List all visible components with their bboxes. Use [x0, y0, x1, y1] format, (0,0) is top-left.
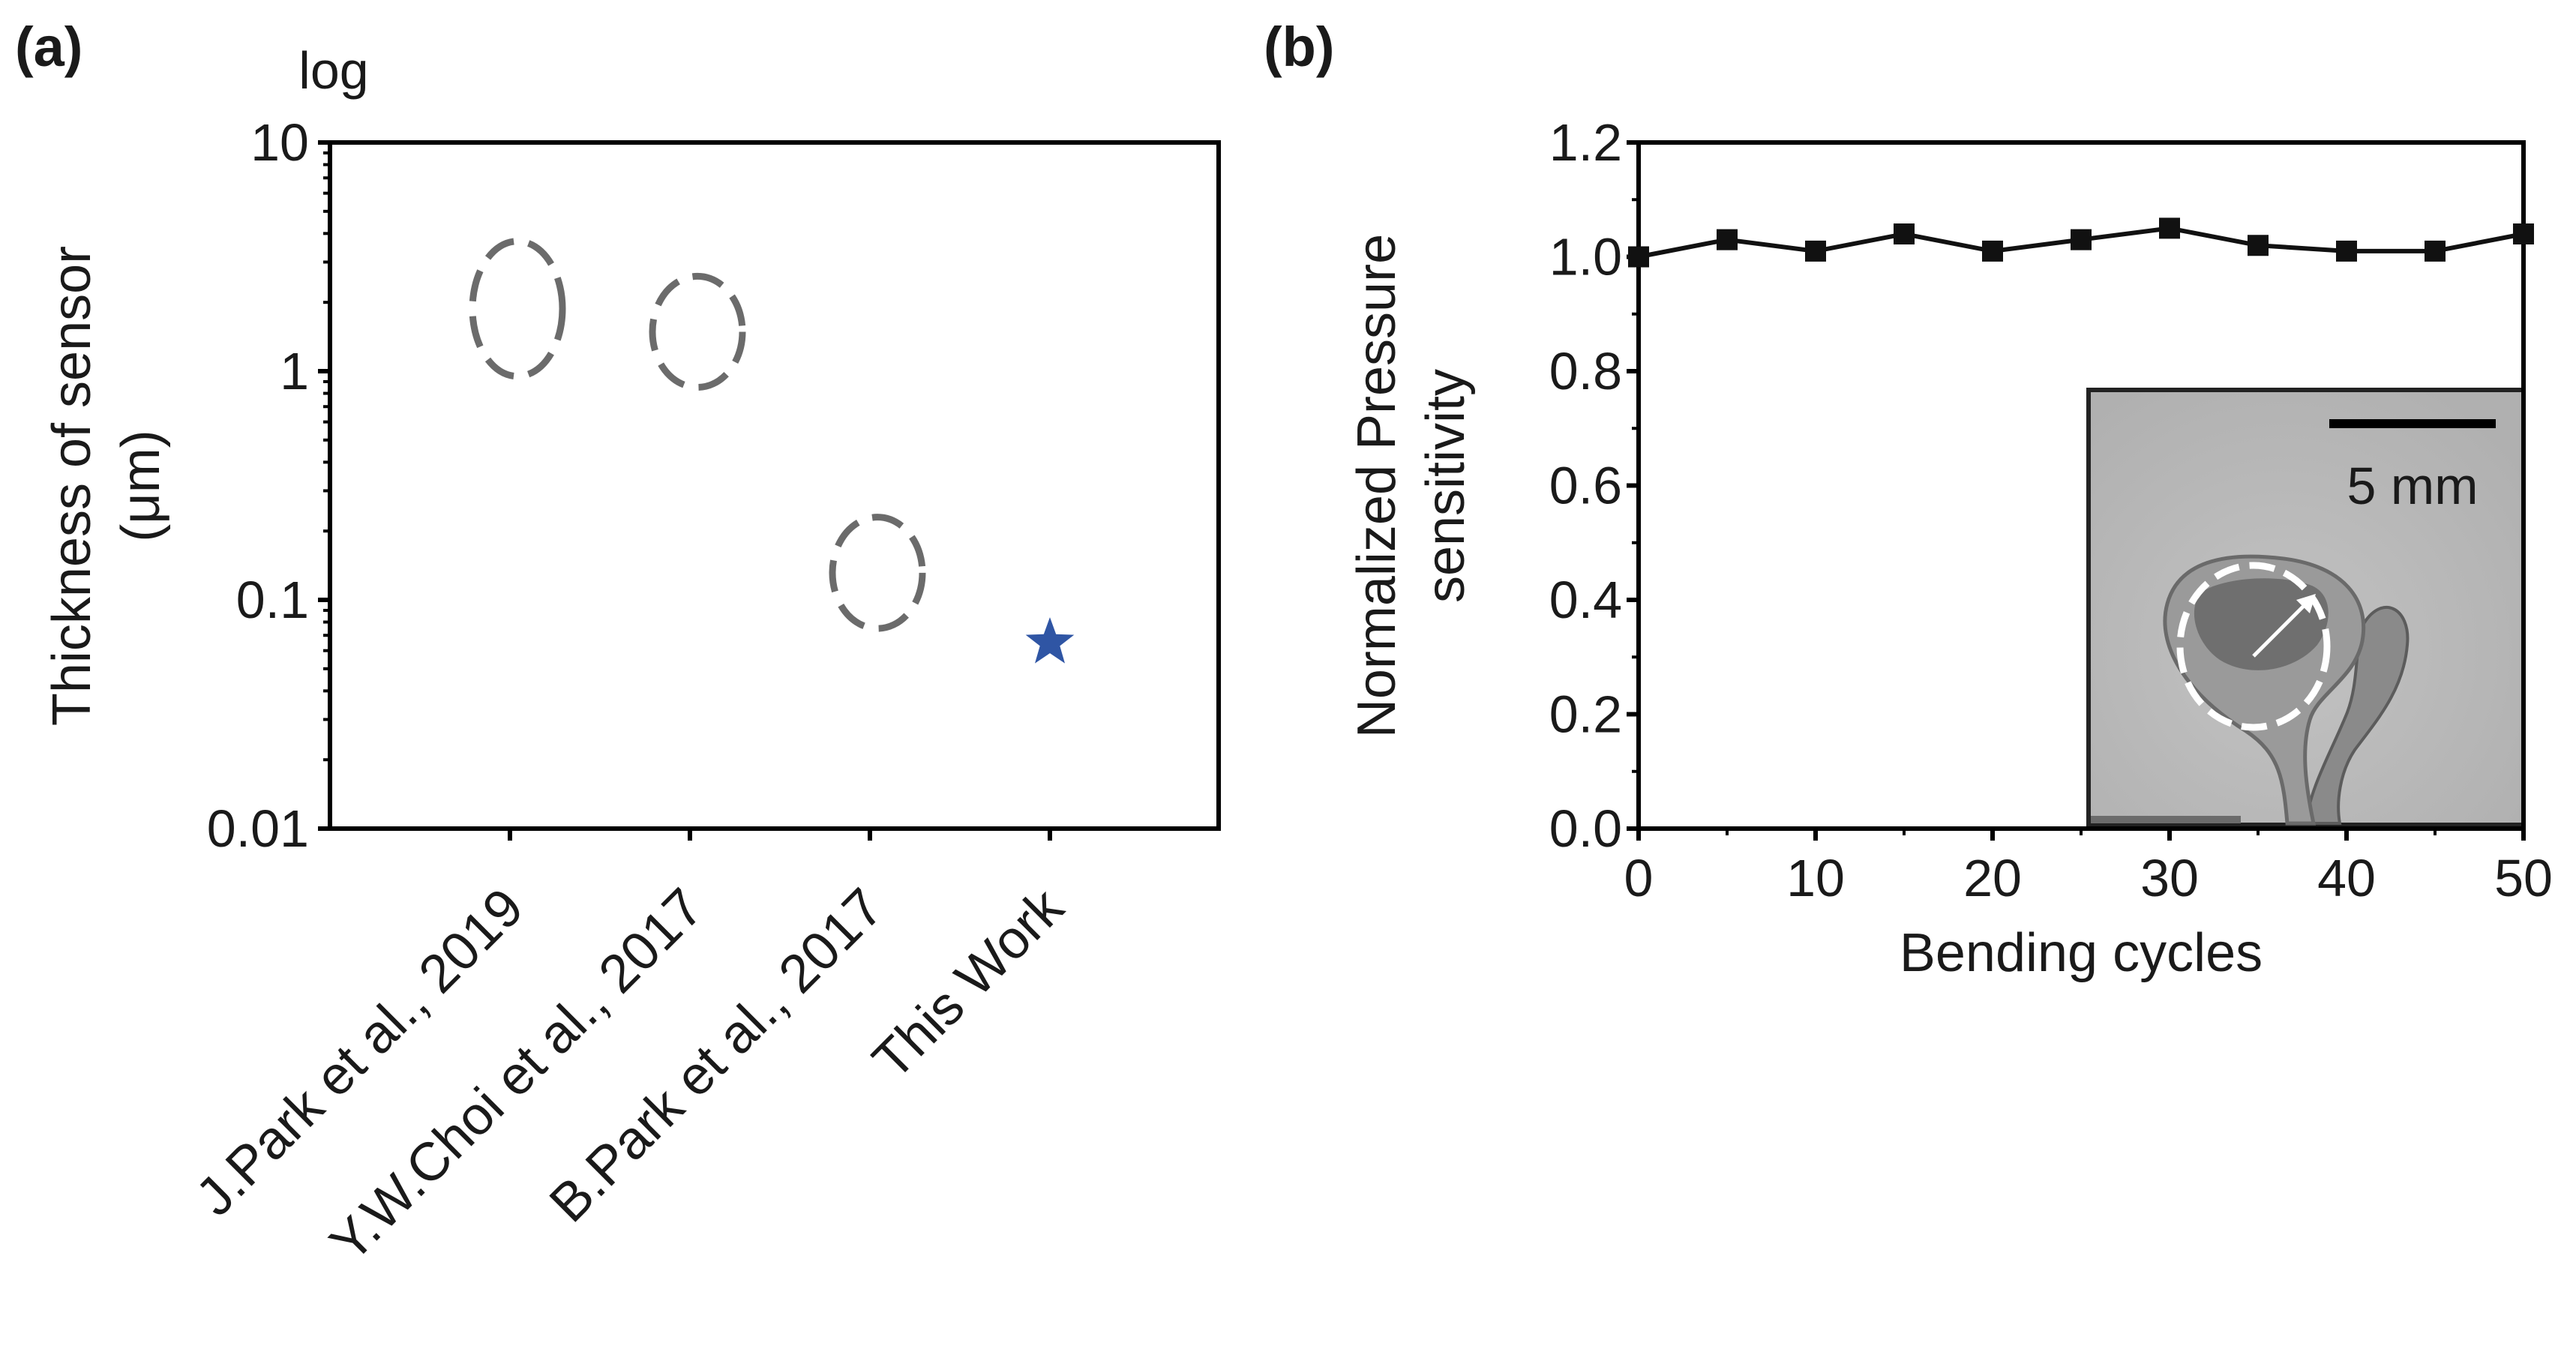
x-tick-label: 0: [1624, 849, 1654, 907]
data-markers-a: [469, 238, 1075, 664]
inset-dashed-circle: [2176, 562, 2331, 731]
inset-sensor-shadow: [2304, 605, 2410, 825]
x-axis-title-b: Bending cycles: [1900, 923, 2263, 983]
y-tick-label: 0.0: [1549, 799, 1622, 858]
panel-a-label: (a): [15, 16, 82, 78]
y-tick-label: 0.2: [1549, 685, 1622, 744]
inset-radius-arrow: [2252, 598, 2311, 658]
y-axis-title-b: Normalized Pressure sensitivity: [1347, 234, 1476, 738]
y-axis-ticks-a: 0.01 0.1 1 10: [207, 113, 330, 858]
inset-photo: 5 mm: [2086, 388, 2526, 827]
data-point: [1717, 229, 1738, 250]
data-point: [1982, 240, 2003, 262]
y-tick-label: 0.4: [1549, 571, 1622, 629]
category-label: This Work: [862, 877, 1075, 1090]
y-scale-note: log: [298, 41, 368, 100]
y-tick-label: 10: [250, 113, 309, 172]
data-point: [2336, 240, 2357, 262]
panel-b-label: (b): [1264, 16, 1335, 78]
inset-sensor-inner: [2194, 578, 2329, 670]
x-tick-label: 30: [2140, 849, 2199, 907]
y-tick-label: 0.8: [1549, 342, 1622, 400]
category-label: J.Park et al., 2019: [184, 877, 535, 1228]
x-tick-label: 10: [1786, 849, 1845, 907]
data-point: [1628, 246, 1649, 268]
y-axis-title-line2: (μm): [111, 430, 171, 541]
data-point: [1894, 223, 1915, 244]
data-point: [2513, 223, 2534, 244]
panel-b-chart: (b) 5 mm 0.0 0.2 0.4 0.6 0.8 1.0 1.2 0 10 20 30 40…: [1264, 16, 2553, 983]
y-axis-title-a: Thickness of sensor (μm): [42, 246, 171, 726]
data-marker-ellipse: [649, 272, 746, 391]
data-point: [2159, 217, 2180, 239]
x-tick-label: 40: [2317, 849, 2376, 907]
data-marker-ellipse: [829, 514, 926, 632]
data-point: [2071, 229, 2092, 250]
x-tick-label: 50: [2494, 849, 2553, 907]
y-tick-label: 0.6: [1549, 457, 1622, 515]
inset-floor: [2091, 816, 2241, 823]
y-axis-ticks-b: 0.0 0.2 0.4 0.6 0.8 1.0 1.2: [1549, 113, 1639, 858]
scale-bar-label: 5 mm: [2347, 457, 2479, 515]
y-axis-title-line1: Thickness of sensor: [42, 246, 102, 726]
y-tick-label: 1.0: [1549, 228, 1622, 286]
data-marker-ellipse: [469, 238, 566, 380]
y-tick-label: 0.01: [207, 799, 309, 858]
category-label: B.Park et al., 2017: [538, 877, 895, 1234]
data-point: [2425, 240, 2446, 262]
scale-bar: [2329, 419, 2496, 428]
data-marker-star: [1025, 617, 1075, 664]
y-tick-label: 0.1: [236, 571, 309, 629]
y-tick-label: 1.2: [1549, 113, 1622, 172]
inset-arrow-head: [2296, 594, 2316, 613]
y-axis-title-b-line1: Normalized Pressure: [1347, 234, 1407, 738]
plot-frame-a: [328, 140, 1221, 831]
series-b: [1628, 217, 2534, 268]
x-axis-ticks-a: [508, 829, 1052, 841]
x-tick-label: 20: [1963, 849, 2022, 907]
x-axis-ticks-b: 0 10 20 30 40 50: [1624, 829, 2553, 907]
panel-a-chart: (a) log 0.01 0.1 1 10 J.Park et al., 2019Y.…: [15, 16, 1221, 1273]
data-point: [2248, 235, 2269, 256]
y-axis-title-b-line2: sensitivity: [1416, 369, 1476, 603]
data-point: [1805, 240, 1826, 262]
y-tick-label: 1: [280, 342, 309, 400]
